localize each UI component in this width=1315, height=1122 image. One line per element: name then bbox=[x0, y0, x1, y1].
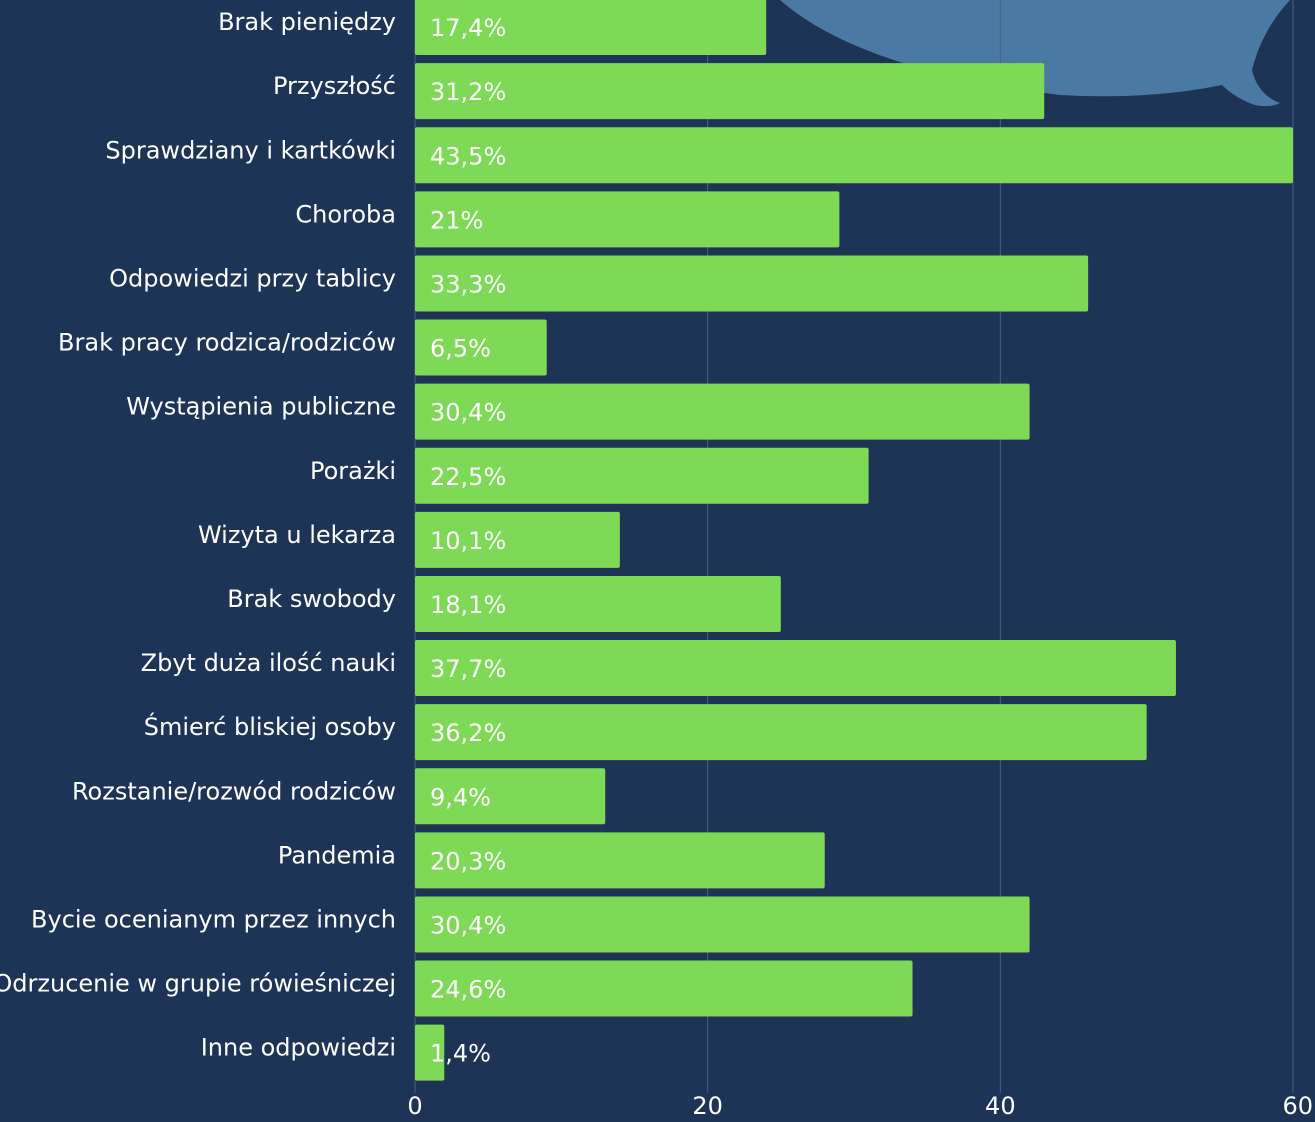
value-label: 18,1% bbox=[430, 591, 506, 619]
bar bbox=[415, 127, 1293, 183]
y-tick-label: Brak swobody bbox=[227, 585, 396, 613]
value-label: 21% bbox=[430, 206, 483, 234]
value-label: 22,5% bbox=[430, 463, 506, 491]
y-tick-label: Wizyta u lekarza bbox=[198, 521, 396, 549]
value-label: 24,6% bbox=[430, 976, 506, 1004]
bar bbox=[415, 640, 1176, 696]
value-label: 30,4% bbox=[430, 399, 506, 427]
bar bbox=[415, 384, 1030, 440]
y-tick-label: Brak pracy rodzica/rodziców bbox=[58, 329, 396, 357]
value-label: 31,2% bbox=[430, 78, 506, 106]
value-label: 20,3% bbox=[430, 847, 506, 875]
value-label: 10,1% bbox=[430, 527, 506, 555]
x-tick-label: 0 bbox=[407, 1092, 422, 1120]
x-tick-label: 40 bbox=[985, 1092, 1016, 1120]
bar bbox=[415, 255, 1088, 311]
value-label: 37,7% bbox=[430, 655, 506, 683]
value-label: 33,3% bbox=[430, 270, 506, 298]
y-tick-label: Porażki bbox=[310, 457, 396, 485]
value-label: 43,5% bbox=[430, 142, 506, 170]
y-tick-label: Śmierć bliskiej osoby bbox=[144, 711, 396, 741]
y-tick-label: Brak pieniędzy bbox=[218, 8, 396, 36]
y-tick-label: Zbyt duża ilość nauki bbox=[141, 649, 396, 677]
y-tick-label: Pandemia bbox=[278, 841, 396, 869]
y-tick-label: Przyszłość bbox=[273, 72, 396, 100]
y-tick-label: Bycie ocenianym przez innych bbox=[31, 905, 396, 933]
y-tick-label: Choroba bbox=[295, 200, 396, 228]
value-label: 6,5% bbox=[430, 335, 491, 363]
bar bbox=[415, 704, 1147, 760]
y-tick-label: Odrzucenie w grupie rówieśniczej bbox=[0, 970, 396, 998]
value-label: 30,4% bbox=[430, 911, 506, 939]
value-label: 9,4% bbox=[430, 783, 491, 811]
y-tick-label: Odpowiedzi przy tablicy bbox=[109, 264, 396, 292]
y-tick-label: Inne odpowiedzi bbox=[201, 1034, 396, 1062]
y-tick-label: Rozstanie/rozwód rodziców bbox=[72, 777, 396, 805]
x-tick-label: 60 bbox=[1282, 1092, 1313, 1120]
value-label: 1,4% bbox=[430, 1040, 491, 1068]
bar bbox=[415, 63, 1044, 119]
y-tick-label: Sprawdziany i kartkówki bbox=[105, 136, 396, 164]
value-label: 36,2% bbox=[430, 719, 506, 747]
chart: 0 20 40 60 Brak pieniędzy 17,4% Przyszłość 31,2… bbox=[0, 0, 1315, 1122]
bar bbox=[415, 896, 1030, 952]
x-tick-label: 20 bbox=[692, 1092, 723, 1120]
value-label: 17,4% bbox=[430, 14, 506, 42]
y-tick-label: Wystąpienia publiczne bbox=[126, 393, 396, 421]
